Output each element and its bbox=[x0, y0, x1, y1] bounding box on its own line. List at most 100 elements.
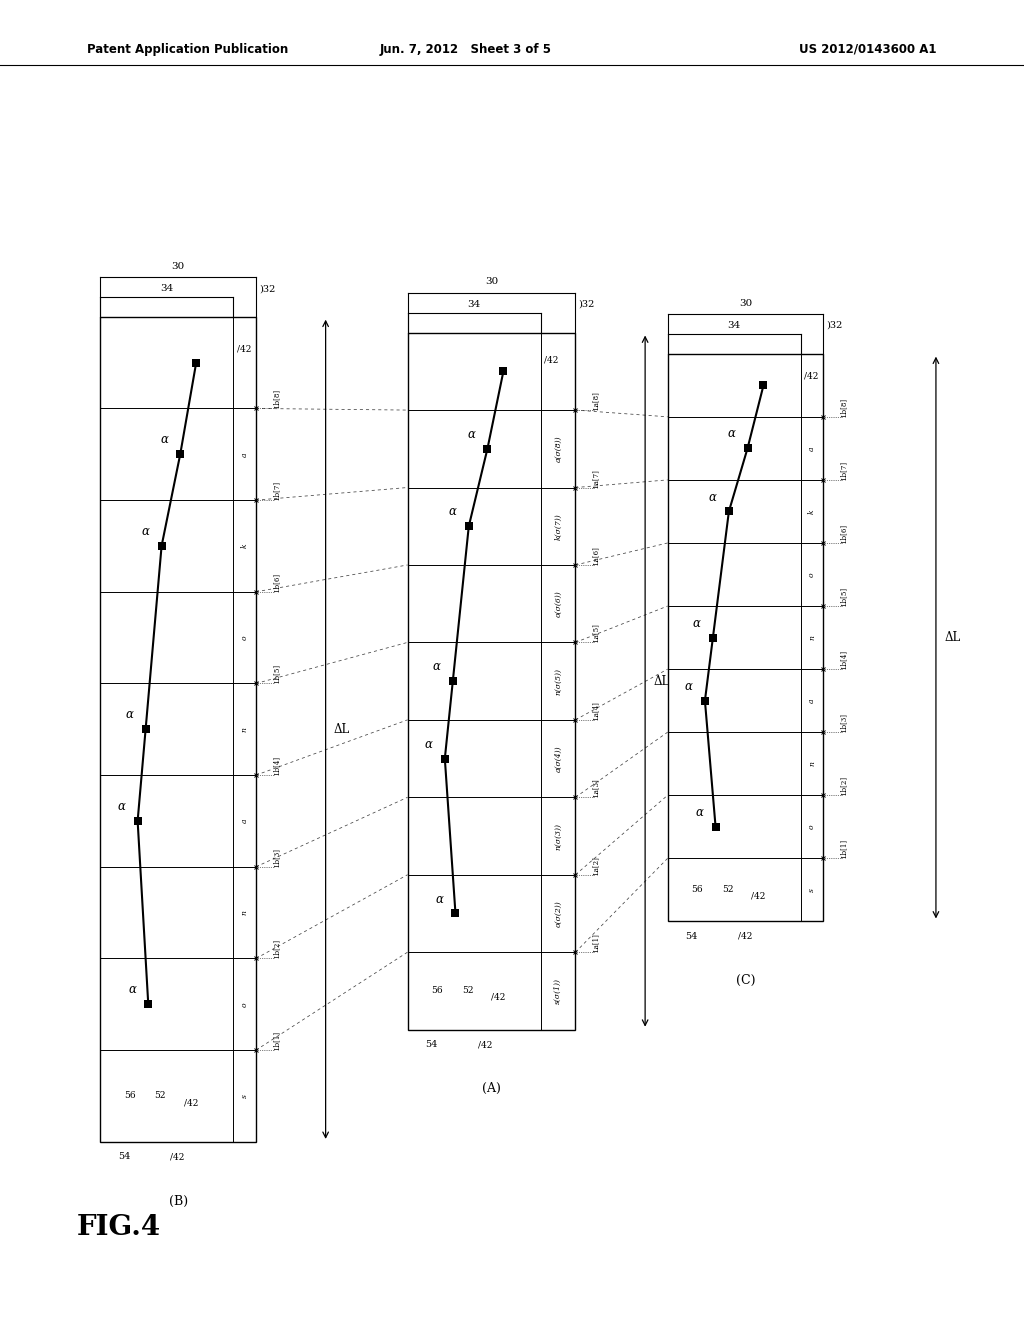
Text: k(σ(7)): k(σ(7)) bbox=[554, 513, 562, 540]
Text: /42: /42 bbox=[804, 371, 818, 380]
Text: n: n bbox=[241, 727, 249, 731]
Text: 52: 52 bbox=[462, 986, 473, 995]
Text: Lb[1]: Lb[1] bbox=[272, 1031, 281, 1051]
Text: α: α bbox=[425, 738, 432, 751]
Text: α: α bbox=[126, 709, 133, 721]
Text: Lb[5]: Lb[5] bbox=[840, 587, 848, 606]
Text: 34: 34 bbox=[161, 284, 173, 293]
Text: /42: /42 bbox=[237, 345, 251, 354]
Text: a: a bbox=[808, 446, 816, 450]
Text: FIG.4: FIG.4 bbox=[77, 1214, 161, 1241]
Text: 54: 54 bbox=[685, 932, 697, 941]
Text: o(σ(2)): o(σ(2)) bbox=[554, 900, 562, 927]
Text: /42: /42 bbox=[477, 1040, 492, 1049]
Bar bbox=[408, 333, 575, 1030]
Text: a: a bbox=[241, 818, 249, 824]
Text: La[3]: La[3] bbox=[592, 779, 600, 797]
Text: 34: 34 bbox=[468, 300, 480, 309]
Text: a: a bbox=[808, 698, 816, 702]
Text: s(σ(1)): s(σ(1)) bbox=[554, 978, 562, 1005]
Text: )32: )32 bbox=[826, 321, 843, 330]
Text: Lb[8]: Lb[8] bbox=[272, 389, 281, 408]
Text: /42: /42 bbox=[751, 892, 765, 902]
Text: )32: )32 bbox=[579, 300, 595, 309]
Text: a(σ(4)): a(σ(4)) bbox=[554, 746, 562, 772]
Text: /42: /42 bbox=[170, 1152, 184, 1162]
Text: n(σ(3)): n(σ(3)) bbox=[554, 822, 562, 850]
Text: Lb[1]: Lb[1] bbox=[840, 840, 848, 858]
Text: 56: 56 bbox=[691, 886, 702, 895]
Text: a: a bbox=[241, 451, 249, 457]
Text: n: n bbox=[241, 911, 249, 915]
Text: La[5]: La[5] bbox=[592, 623, 600, 643]
Text: α: α bbox=[695, 805, 703, 818]
Text: Lb[7]: Lb[7] bbox=[272, 480, 281, 500]
Text: 56: 56 bbox=[431, 986, 442, 995]
Text: Lb[3]: Lb[3] bbox=[840, 713, 848, 733]
Text: 52: 52 bbox=[155, 1092, 166, 1101]
Text: (C): (C) bbox=[735, 974, 756, 987]
Text: 54: 54 bbox=[425, 1040, 437, 1049]
Bar bbox=[100, 317, 256, 1142]
Text: α: α bbox=[141, 525, 150, 539]
Text: o: o bbox=[241, 1002, 249, 1007]
Text: s: s bbox=[241, 1094, 249, 1098]
Text: α: α bbox=[693, 616, 700, 630]
Text: Lb[4]: Lb[4] bbox=[272, 756, 281, 775]
Text: k: k bbox=[241, 544, 249, 548]
Text: Jun. 7, 2012   Sheet 3 of 5: Jun. 7, 2012 Sheet 3 of 5 bbox=[380, 44, 552, 55]
Text: α: α bbox=[685, 680, 692, 693]
Text: s: s bbox=[808, 888, 816, 892]
Text: (B): (B) bbox=[169, 1195, 187, 1208]
Text: Lb[2]: Lb[2] bbox=[840, 776, 848, 795]
Text: La[1]: La[1] bbox=[592, 933, 600, 952]
Text: α: α bbox=[118, 800, 125, 813]
Text: α: α bbox=[433, 660, 440, 673]
Text: n(σ(5)): n(σ(5)) bbox=[554, 668, 562, 694]
Text: a(σ(8)): a(σ(8)) bbox=[554, 436, 562, 462]
Text: 30: 30 bbox=[485, 277, 498, 286]
Text: La[8]: La[8] bbox=[592, 391, 600, 411]
Text: α: α bbox=[467, 428, 475, 441]
Text: Lb[3]: Lb[3] bbox=[272, 847, 281, 867]
Text: Lb[7]: Lb[7] bbox=[840, 461, 848, 480]
Text: α: α bbox=[160, 433, 168, 446]
Text: 54: 54 bbox=[118, 1152, 130, 1162]
Text: α: α bbox=[128, 983, 136, 997]
Text: α: α bbox=[435, 892, 443, 906]
Text: (A): (A) bbox=[482, 1082, 501, 1096]
Text: 34: 34 bbox=[728, 321, 740, 330]
Text: Lb[4]: Lb[4] bbox=[840, 649, 848, 669]
Text: La[4]: La[4] bbox=[592, 701, 600, 719]
Text: ΔL: ΔL bbox=[944, 631, 961, 644]
Text: /42: /42 bbox=[490, 993, 505, 1002]
Text: /42: /42 bbox=[183, 1098, 198, 1107]
Text: 30: 30 bbox=[172, 261, 184, 271]
Text: α: α bbox=[709, 491, 717, 503]
Text: α: α bbox=[727, 428, 735, 441]
Text: o: o bbox=[808, 572, 816, 577]
Text: o(σ(6)): o(σ(6)) bbox=[554, 590, 562, 616]
Text: k: k bbox=[808, 510, 816, 513]
Text: n: n bbox=[808, 635, 816, 640]
Text: n: n bbox=[808, 762, 816, 766]
Text: ΔL: ΔL bbox=[334, 723, 350, 735]
Text: 52: 52 bbox=[722, 886, 733, 895]
Text: o: o bbox=[808, 825, 816, 829]
Text: Lb[5]: Lb[5] bbox=[272, 664, 281, 684]
Text: )32: )32 bbox=[259, 284, 275, 293]
Text: /42: /42 bbox=[544, 355, 558, 364]
Text: US 2012/0143600 A1: US 2012/0143600 A1 bbox=[799, 44, 936, 55]
Text: La[6]: La[6] bbox=[592, 546, 600, 565]
Text: Lb[2]: Lb[2] bbox=[272, 940, 281, 958]
Bar bbox=[668, 354, 823, 921]
Text: 56: 56 bbox=[124, 1092, 135, 1101]
Text: /42: /42 bbox=[737, 932, 752, 941]
Text: Lb[6]: Lb[6] bbox=[840, 524, 848, 543]
Text: o: o bbox=[241, 635, 249, 640]
Text: La[2]: La[2] bbox=[592, 855, 600, 875]
Text: 30: 30 bbox=[739, 298, 752, 308]
Text: α: α bbox=[449, 506, 457, 519]
Text: Lb[6]: Lb[6] bbox=[272, 573, 281, 591]
Text: La[7]: La[7] bbox=[592, 469, 600, 487]
